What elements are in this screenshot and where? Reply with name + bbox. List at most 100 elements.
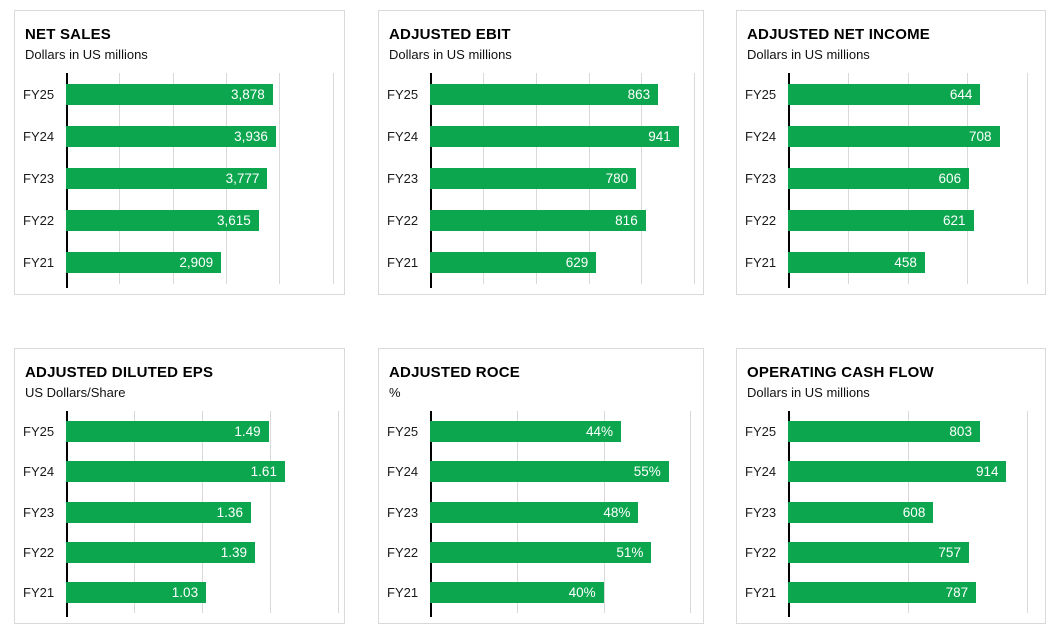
bar: 55% [430, 461, 669, 483]
bar-row: 44% [430, 411, 697, 451]
category-label: FY25 [387, 86, 419, 102]
plot-area: 644 708 606 621 458 [788, 73, 1039, 288]
chart-card-adjusted-ebit: ADJUSTED EBIT Dollars in US millions FY2… [378, 10, 704, 295]
category-label: FY25 [387, 423, 419, 439]
category-label: FY21 [23, 255, 55, 271]
bar: 803 [788, 420, 980, 442]
bar-row: 1.61 [66, 451, 338, 491]
category-label: FY23 [745, 504, 777, 520]
bar-value-label: 3,777 [225, 171, 260, 186]
bar-chart-adjusted-ebit: FY25 FY24 FY23 FY22 FY21 863 941 780 816 629 [379, 73, 697, 288]
bar-row: 458 [788, 242, 1039, 284]
bar: 644 [788, 83, 981, 105]
category-labels: FY25 FY24 FY23 FY22 FY21 [745, 411, 787, 613]
bar-value-label: 787 [945, 585, 969, 601]
bar: 816 [430, 210, 646, 232]
bar-row: 787 [788, 573, 1039, 613]
bar-value-label: 3,615 [217, 213, 251, 229]
bar: 44% [430, 420, 622, 442]
category-labels: FY25 FY24 FY23 FY22 FY21 [387, 73, 429, 284]
bar-row: 708 [788, 115, 1039, 157]
bar-value-label: 863 [627, 86, 651, 102]
chart-subtitle: Dollars in US millions [389, 47, 512, 62]
bar-chart-adjusted-net-income: FY25 FY24 FY23 FY22 FY21 644 708 606 621 458 [737, 73, 1039, 288]
bar-row: 629 [430, 242, 697, 284]
gridline [690, 411, 692, 613]
bar-row: 757 [788, 532, 1039, 572]
bar-value-label: 1.39 [220, 544, 248, 560]
bar-chart-net-sales: FY25 FY24 FY23 FY22 FY21 3,878 3,936 3,777 3,61… [15, 73, 338, 288]
chart-card-adjusted-net-income: ADJUSTED NET INCOME Dollars in US millio… [736, 10, 1046, 295]
bar-row: 1.03 [66, 573, 338, 613]
bar: 1.49 [66, 420, 269, 442]
bar: 1.03 [66, 582, 207, 604]
gridline [332, 73, 334, 284]
bar-value-label: 606 [938, 171, 962, 186]
chart-title: ADJUSTED NET INCOME [747, 26, 930, 43]
gridline [1027, 73, 1029, 284]
category-labels: FY25 FY24 FY23 FY22 FY21 [387, 411, 429, 613]
bar-row: 1.36 [66, 492, 338, 532]
bar: 621 [788, 210, 974, 232]
bar: 3,936 [66, 125, 276, 147]
bar-value-label: 1.61 [250, 464, 277, 480]
category-labels: FY25 FY24 FY23 FY22 FY21 [23, 73, 65, 284]
bar-value-label: 941 [648, 128, 671, 144]
bar-row: 2,909 [66, 242, 338, 284]
bar: 3,878 [66, 83, 273, 105]
category-label: FY24 [23, 128, 55, 144]
bar-row: 55% [430, 451, 697, 491]
category-label: FY22 [23, 544, 55, 560]
bar-row: 941 [430, 115, 697, 157]
chart-subtitle: Dollars in US millions [25, 47, 148, 62]
bar: 708 [788, 125, 1000, 147]
category-labels: FY25 FY24 FY23 FY22 FY21 [745, 73, 787, 284]
bar-row: 621 [788, 200, 1039, 242]
bar-value-label: 2,909 [179, 255, 214, 271]
bar-value-label: 458 [894, 255, 917, 271]
bar: 40% [430, 582, 604, 604]
bar: 1.61 [66, 461, 285, 483]
category-label: FY21 [23, 585, 55, 601]
bar-value-label: 3,936 [234, 128, 268, 144]
bar-row: 40% [430, 573, 697, 613]
bar-value-label: 608 [902, 504, 926, 520]
bar: 757 [788, 541, 969, 563]
gridline [641, 73, 643, 284]
category-label: FY25 [745, 86, 777, 102]
chart-subtitle: Dollars in US millions [747, 47, 870, 62]
bar-chart-adjusted-diluted-eps: FY25 FY24 FY23 FY22 FY21 1.49 1.61 1.36 1.39 1.0… [15, 411, 339, 617]
bar-value-label: 1.49 [234, 423, 261, 439]
bar-row: 48% [430, 492, 697, 532]
chart-card-adjusted-diluted-eps: ADJUSTED DILUTED EPS US Dollars/Share FY… [14, 348, 345, 624]
plot-area: 3,878 3,936 3,777 3,615 2,909 [66, 73, 338, 288]
chart-title: NET SALES [25, 26, 111, 43]
bar-value-label: 644 [949, 86, 973, 102]
bar-row: 3,615 [66, 200, 338, 242]
category-labels: FY25 FY24 FY23 FY22 FY21 [23, 411, 65, 613]
chart-title: OPERATING CASH FLOW [747, 364, 934, 381]
bar-chart-adjusted-roce: FY25 FY24 FY23 FY22 FY21 44% 55% 48% 51% 40% [379, 411, 697, 617]
chart-card-net-sales: NET SALES Dollars in US millions FY25 FY2… [14, 10, 345, 295]
bar-row: 1.49 [66, 411, 338, 451]
bar-value-label: 51% [616, 544, 644, 560]
category-label: FY23 [23, 504, 55, 520]
chart-card-adjusted-roce: ADJUSTED ROCE % FY25 FY24 FY23 FY22 FY21 44%… [378, 348, 704, 624]
plot-area: 1.49 1.61 1.36 1.39 1.03 [66, 411, 339, 617]
plot-area: 863 941 780 816 629 [430, 73, 697, 288]
category-label: FY24 [387, 128, 419, 144]
chart-title: ADJUSTED ROCE [389, 364, 520, 381]
category-label: FY21 [387, 255, 419, 271]
category-label: FY23 [745, 171, 777, 186]
plot-area: 803 914 608 757 787 [788, 411, 1039, 617]
bar-value-label: 757 [938, 544, 961, 560]
category-label: FY22 [745, 544, 777, 560]
bar-row: 1.39 [66, 532, 338, 572]
bar: 780 [430, 168, 637, 189]
bar-value-label: 48% [603, 504, 631, 520]
category-label: FY23 [387, 504, 419, 520]
category-label: FY22 [387, 213, 419, 229]
gridline [338, 411, 339, 613]
category-label: FY25 [745, 423, 777, 439]
gridline [694, 73, 696, 284]
